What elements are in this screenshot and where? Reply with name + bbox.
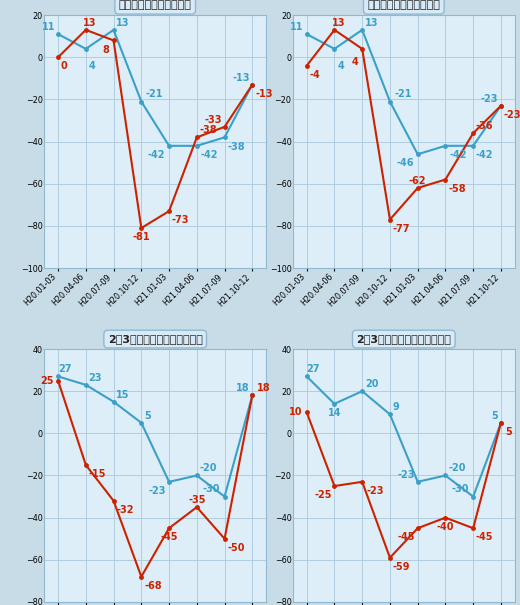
Title: 戸建て分譲住宅受注戸数: 戸建て分譲住宅受注戸数 <box>119 0 192 10</box>
Text: -36: -36 <box>476 121 493 131</box>
Text: -32: -32 <box>116 505 134 515</box>
Text: 0: 0 <box>61 62 68 71</box>
Text: -21: -21 <box>146 90 163 99</box>
Text: 18: 18 <box>236 384 250 393</box>
Text: -62: -62 <box>409 176 426 186</box>
Text: 11: 11 <box>42 22 55 32</box>
Text: -20: -20 <box>200 463 217 473</box>
Text: 5: 5 <box>505 427 512 437</box>
Text: -15: -15 <box>88 469 106 479</box>
Text: 13: 13 <box>332 18 345 28</box>
Text: -23: -23 <box>367 486 384 496</box>
Text: 18: 18 <box>256 384 270 393</box>
Text: -81: -81 <box>133 232 150 242</box>
Text: -42: -42 <box>201 150 218 160</box>
Title: 戸建て分譲住宅受注金額: 戸建て分譲住宅受注金額 <box>367 0 440 10</box>
Title: 2－3階建て賎貸住宅受注戸数: 2－3階建て賎貸住宅受注戸数 <box>108 334 203 344</box>
Text: -73: -73 <box>172 215 189 226</box>
Text: -38: -38 <box>227 142 245 152</box>
Text: 8: 8 <box>102 45 109 54</box>
Text: -42: -42 <box>147 150 165 160</box>
Text: -30: -30 <box>451 485 469 494</box>
Text: -42: -42 <box>450 150 467 160</box>
Text: -13: -13 <box>255 89 272 99</box>
Text: -59: -59 <box>393 562 410 572</box>
Text: -21: -21 <box>394 90 412 99</box>
Text: -58: -58 <box>448 184 466 194</box>
Text: -23: -23 <box>397 469 415 480</box>
Text: -33: -33 <box>204 115 222 125</box>
Text: 4: 4 <box>88 62 95 71</box>
Text: -35: -35 <box>188 495 205 505</box>
Text: 13: 13 <box>116 18 130 28</box>
Text: 11: 11 <box>290 22 304 32</box>
Text: -40: -40 <box>437 522 454 532</box>
Text: -46: -46 <box>396 159 413 168</box>
Text: -25: -25 <box>314 490 332 500</box>
Text: -23: -23 <box>504 110 520 120</box>
Text: 14: 14 <box>328 408 341 418</box>
Text: -50: -50 <box>227 543 245 553</box>
Text: 4: 4 <box>352 57 358 67</box>
Text: 4: 4 <box>337 62 344 71</box>
Text: -23: -23 <box>149 486 166 496</box>
Text: 27: 27 <box>307 364 320 374</box>
Text: -4: -4 <box>309 70 320 80</box>
Text: 10: 10 <box>289 407 303 417</box>
Text: 25: 25 <box>41 376 54 385</box>
Text: 9: 9 <box>393 402 399 412</box>
Text: -20: -20 <box>448 463 466 473</box>
Text: 5: 5 <box>144 411 151 420</box>
Title: 2－3階建て賎貸住宅受注金額: 2－3階建て賎貸住宅受注金額 <box>356 334 451 344</box>
Text: -77: -77 <box>393 224 410 234</box>
Text: 13: 13 <box>83 18 97 28</box>
Text: 23: 23 <box>88 373 102 383</box>
Text: 13: 13 <box>365 18 379 28</box>
Text: -68: -68 <box>144 581 162 591</box>
Text: 15: 15 <box>116 390 130 400</box>
Text: 27: 27 <box>58 364 72 374</box>
Text: -42: -42 <box>476 150 493 160</box>
Text: -23: -23 <box>480 94 498 103</box>
Text: -45: -45 <box>160 532 178 543</box>
Text: -45: -45 <box>476 532 493 543</box>
Text: 5: 5 <box>491 411 498 420</box>
Text: 20: 20 <box>365 379 379 389</box>
Text: -30: -30 <box>203 485 220 494</box>
Text: -45: -45 <box>397 532 415 543</box>
Text: -13: -13 <box>232 73 250 82</box>
Text: -38: -38 <box>200 125 217 136</box>
